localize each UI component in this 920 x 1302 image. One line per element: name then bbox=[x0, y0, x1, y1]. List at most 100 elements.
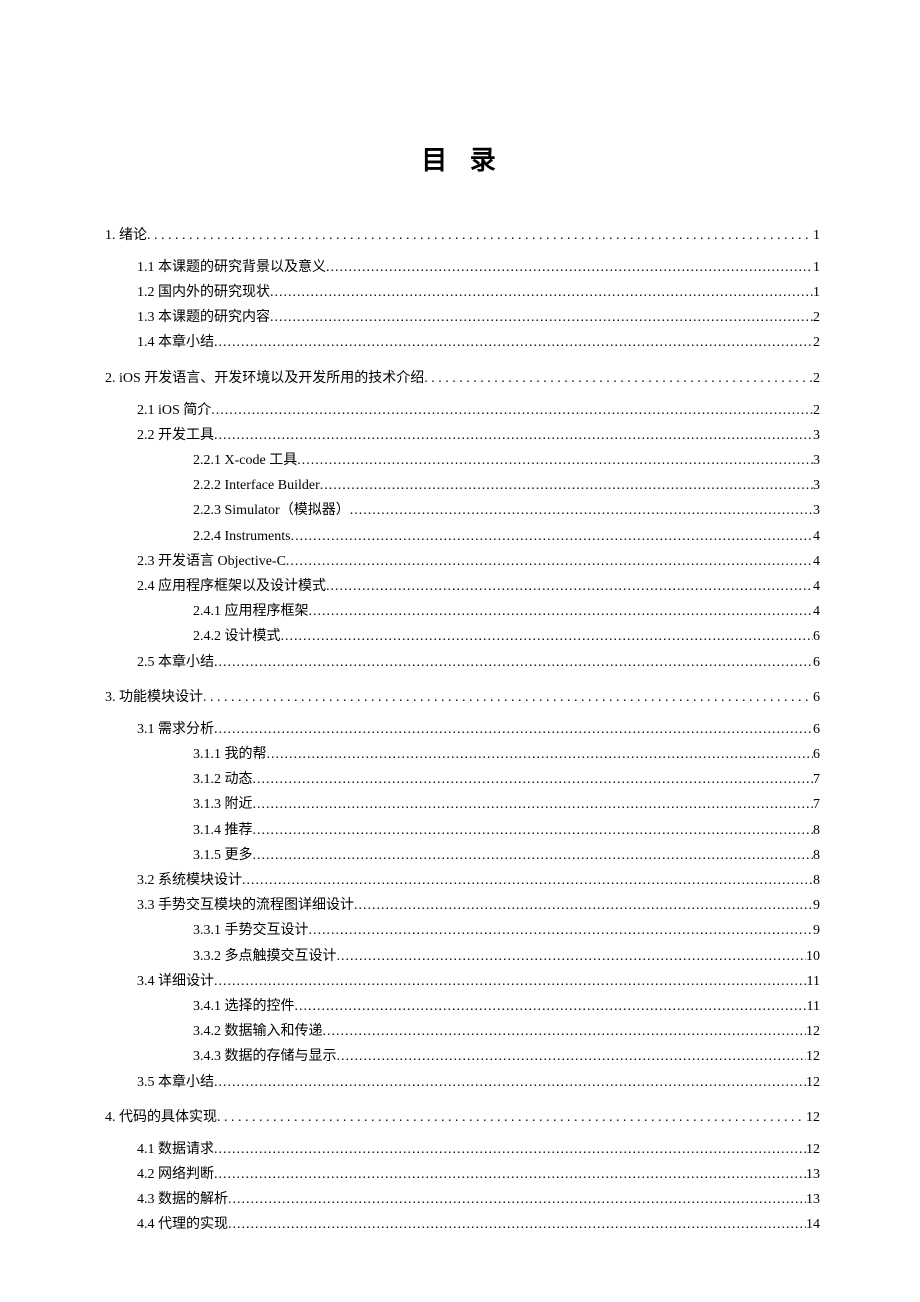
toc-leader-dots bbox=[203, 687, 813, 709]
toc-entry-label: 3.1.1 我的帮 bbox=[193, 744, 267, 766]
toc-leader-dots bbox=[147, 225, 813, 247]
toc-leader-dots bbox=[309, 601, 814, 623]
toc-entry-label: 3.1.2 动态 bbox=[193, 769, 253, 791]
toc-entry: 2.2.3 Simulator（模拟器） 3 bbox=[105, 500, 820, 522]
toc-entry: 4. 代码的具体实现 12 bbox=[105, 1107, 820, 1129]
toc-leader-dots bbox=[228, 1189, 806, 1211]
toc-entry-label: 2.4.1 应用程序框架 bbox=[193, 601, 309, 623]
toc-entry: 3.2 系统模块设计 8 bbox=[105, 870, 820, 892]
toc-entry-label: 2. iOS 开发语言、开发环境以及开发所用的技术介绍 bbox=[105, 368, 424, 390]
toc-entry: 3.1 需求分析 6 bbox=[105, 719, 820, 741]
toc-page-number: 12 bbox=[806, 1072, 820, 1094]
toc-page-number: 6 bbox=[813, 652, 820, 674]
toc-entry-label: 3.5 本章小结 bbox=[137, 1072, 214, 1094]
toc-entry-label: 2.2.1 X-code 工具 bbox=[193, 450, 297, 472]
page-title: 目 录 bbox=[105, 140, 820, 177]
toc-page-number: 9 bbox=[813, 920, 820, 942]
toc-page-number: 14 bbox=[806, 1214, 820, 1236]
toc-entry: 2.5 本章小结 6 bbox=[105, 652, 820, 674]
toc-entry: 4.1 数据请求 12 bbox=[105, 1139, 820, 1161]
toc-leader-dots bbox=[253, 794, 814, 816]
table-of-contents: 1. 绪论 11.1 本课题的研究背景以及意义 11.2 国内外的研究现状 11… bbox=[105, 225, 820, 1236]
toc-entry: 2.2.2 Interface Builder 3 bbox=[105, 475, 820, 497]
toc-entry-label: 3.4.1 选择的控件 bbox=[193, 996, 295, 1018]
toc-entry-label: 3.1.3 附近 bbox=[193, 794, 253, 816]
toc-page-number: 4 bbox=[813, 601, 820, 623]
toc-leader-dots bbox=[214, 1164, 806, 1186]
toc-entry-label: 1. 绪论 bbox=[105, 225, 147, 247]
toc-page-number: 13 bbox=[806, 1189, 820, 1211]
toc-entry-label: 2.2.3 Simulator（模拟器） bbox=[193, 500, 350, 522]
toc-entry-label: 4.3 数据的解析 bbox=[137, 1189, 228, 1211]
toc-page-number: 12 bbox=[806, 1139, 820, 1161]
toc-leader-dots bbox=[297, 450, 813, 472]
toc-entry: 1.1 本课题的研究背景以及意义 1 bbox=[105, 257, 820, 279]
toc-page-number: 8 bbox=[813, 845, 820, 867]
toc-entry: 3.1.2 动态 7 bbox=[105, 769, 820, 791]
toc-entry: 3.5 本章小结 12 bbox=[105, 1072, 820, 1094]
toc-leader-dots bbox=[214, 425, 813, 447]
toc-leader-dots bbox=[354, 895, 813, 917]
toc-entry-label: 4. 代码的具体实现 bbox=[105, 1107, 217, 1129]
toc-entry-label: 3.3 手势交互模块的流程图详细设计 bbox=[137, 895, 354, 917]
toc-leader-dots bbox=[214, 1072, 806, 1094]
toc-leader-dots bbox=[253, 820, 814, 842]
toc-page-number: 4 bbox=[813, 576, 820, 598]
toc-entry-label: 2.3 开发语言 Objective-C bbox=[137, 551, 286, 573]
toc-entry-label: 3.1.5 更多 bbox=[193, 845, 253, 867]
toc-leader-dots bbox=[214, 1139, 806, 1161]
toc-entry: 3.4.3 数据的存储与显示 12 bbox=[105, 1046, 820, 1068]
toc-entry-label: 4.2 网络判断 bbox=[137, 1164, 214, 1186]
toc-entry-label: 3.1 需求分析 bbox=[137, 719, 214, 741]
toc-entry: 2. iOS 开发语言、开发环境以及开发所用的技术介绍 2 bbox=[105, 368, 820, 390]
toc-leader-dots bbox=[326, 257, 813, 279]
toc-entry-label: 3.4 详细设计 bbox=[137, 971, 214, 993]
toc-leader-dots bbox=[350, 500, 813, 522]
toc-entry: 3.1.1 我的帮 6 bbox=[105, 744, 820, 766]
toc-page-number: 6 bbox=[813, 719, 820, 741]
toc-page-number: 13 bbox=[806, 1164, 820, 1186]
toc-page-number: 3 bbox=[813, 425, 820, 447]
toc-page-number: 12 bbox=[806, 1021, 820, 1043]
toc-entry: 2.2.1 X-code 工具 3 bbox=[105, 450, 820, 472]
toc-page-number: 10 bbox=[806, 946, 820, 968]
toc-entry-label: 3. 功能模块设计 bbox=[105, 687, 203, 709]
toc-entry-label: 1.2 国内外的研究现状 bbox=[137, 282, 270, 304]
toc-leader-dots bbox=[267, 744, 814, 766]
toc-entry-label: 3.4.3 数据的存储与显示 bbox=[193, 1046, 337, 1068]
toc-entry: 3.4 详细设计 11 bbox=[105, 971, 820, 993]
toc-entry-label: 1.1 本课题的研究背景以及意义 bbox=[137, 257, 326, 279]
toc-entry: 2.1 iOS 简介 2 bbox=[105, 400, 820, 422]
toc-leader-dots bbox=[217, 1107, 806, 1129]
toc-page-number: 4 bbox=[813, 526, 820, 548]
toc-page-number: 8 bbox=[813, 870, 820, 892]
toc-entry-label: 3.1.4 推荐 bbox=[193, 820, 253, 842]
toc-page-number: 12 bbox=[806, 1107, 820, 1129]
toc-entry-label: 4.4 代理的实现 bbox=[137, 1214, 228, 1236]
toc-page-number: 6 bbox=[813, 687, 820, 709]
toc-page-number: 2 bbox=[813, 307, 820, 329]
toc-page-number: 12 bbox=[806, 1046, 820, 1068]
toc-leader-dots bbox=[291, 526, 813, 548]
toc-leader-dots bbox=[286, 551, 813, 573]
toc-leader-dots bbox=[228, 1214, 806, 1236]
toc-page-number: 2 bbox=[813, 368, 820, 390]
toc-leader-dots bbox=[214, 652, 813, 674]
toc-entry-label: 2.2.2 Interface Builder bbox=[193, 475, 320, 497]
toc-entry-label: 2.4.2 设计模式 bbox=[193, 626, 281, 648]
toc-page-number: 1 bbox=[813, 225, 820, 247]
toc-entry-label: 2.2 开发工具 bbox=[137, 425, 214, 447]
toc-page-number: 11 bbox=[807, 996, 820, 1018]
toc-leader-dots bbox=[309, 920, 814, 942]
toc-entry-label: 2.5 本章小结 bbox=[137, 652, 214, 674]
toc-page-number: 6 bbox=[813, 626, 820, 648]
toc-leader-dots bbox=[253, 769, 814, 791]
toc-entry: 2.4.2 设计模式 6 bbox=[105, 626, 820, 648]
toc-leader-dots bbox=[211, 400, 813, 422]
toc-leader-dots bbox=[214, 719, 813, 741]
toc-entry: 1.3 本课题的研究内容 2 bbox=[105, 307, 820, 329]
toc-entry: 1.2 国内外的研究现状 1 bbox=[105, 282, 820, 304]
toc-entry: 3.4.2 数据输入和传递 12 bbox=[105, 1021, 820, 1043]
toc-entry-label: 3.3.1 手势交互设计 bbox=[193, 920, 309, 942]
toc-leader-dots bbox=[424, 368, 813, 390]
